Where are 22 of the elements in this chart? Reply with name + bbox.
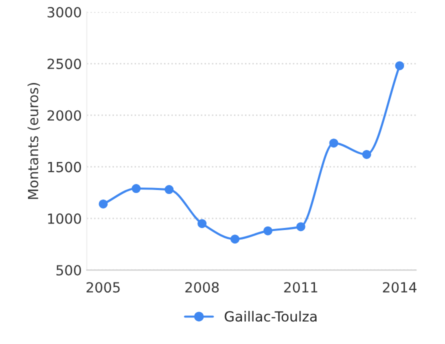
y-axis-title: Montants (euros)	[28, 83, 40, 199]
y-tick-label: 3000	[48, 7, 81, 18]
point	[198, 219, 207, 228]
y-tick-label: 1000	[48, 213, 81, 224]
point	[230, 234, 240, 244]
point	[329, 138, 338, 148]
point	[98, 199, 108, 208]
y-tick-label: 2500	[48, 58, 81, 70]
x-tick-label: 2014	[382, 282, 417, 293]
y-tick-label: 1500	[48, 162, 81, 172]
point	[263, 226, 272, 236]
point	[164, 185, 174, 194]
point	[395, 61, 404, 70]
point	[132, 184, 141, 194]
x-tick-label: 2008	[185, 282, 219, 293]
y-tick-label: 500	[56, 265, 81, 276]
y-tick-label: 2000	[48, 110, 81, 121]
x-tick-label: 2005	[86, 282, 120, 293]
point	[296, 222, 306, 232]
x-tick-label: 2011	[284, 282, 318, 293]
point	[362, 150, 372, 159]
legend-label: Gaillac-Toulza	[224, 310, 317, 322]
